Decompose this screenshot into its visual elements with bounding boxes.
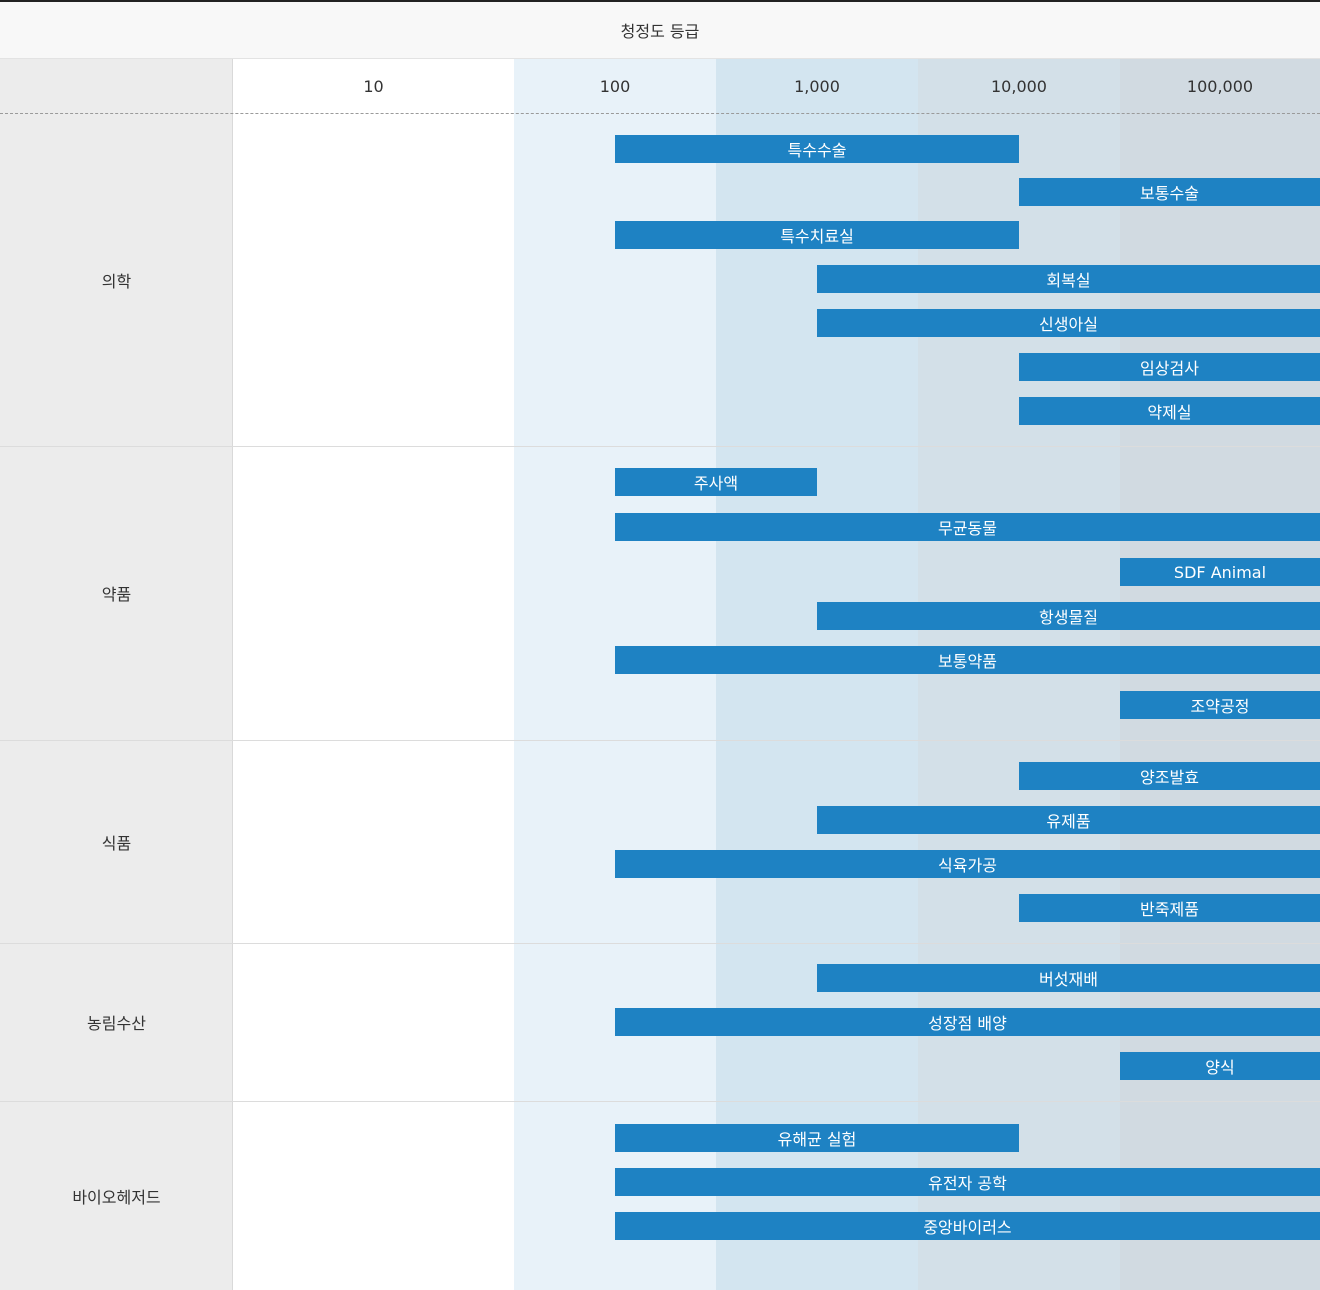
group-label: 의학	[101, 272, 132, 291]
range-bar: 유해균 실험	[615, 1124, 1019, 1152]
tick-label: 10	[363, 77, 384, 96]
range-bar: 항생물질	[817, 602, 1320, 630]
group-divider	[0, 1101, 1320, 1102]
range-bar: 성장점 배양	[615, 1008, 1320, 1036]
grade-band-1	[514, 59, 716, 1290]
range-bar: 식육가공	[615, 850, 1320, 878]
range-bar: 양조발효	[1019, 762, 1320, 790]
group-divider	[0, 446, 1320, 447]
range-bar: 신생아실	[817, 309, 1320, 337]
range-bar: 특수수술	[615, 135, 1019, 163]
group-label: 바이오헤저드	[72, 1187, 161, 1207]
range-bar: 조약공정	[1120, 691, 1320, 719]
range-bar: 무균동물	[615, 513, 1320, 541]
header-divider	[0, 113, 1320, 114]
range-bar: 임상검사	[1019, 353, 1320, 381]
chart-title: 청정도 등급	[0, 2, 1320, 59]
group-divider	[0, 740, 1320, 741]
range-bar: 버섯재배	[817, 964, 1320, 992]
grade-band-3	[918, 59, 1120, 1290]
top-border	[0, 0, 1320, 2]
group-label: 약품	[101, 585, 132, 604]
range-bar: 약제실	[1019, 397, 1320, 425]
range-bar: 특수치료실	[615, 221, 1019, 249]
group-label: 농림수산	[87, 1014, 146, 1033]
grade-band-4	[1120, 59, 1320, 1290]
group-divider	[0, 943, 1320, 944]
grade-band-0	[233, 59, 514, 1290]
range-bar: 주사액	[615, 468, 817, 496]
range-bar: 유전자 공학	[615, 1168, 1320, 1196]
range-bar: 보통수술	[1019, 178, 1320, 206]
tick-label: 100	[599, 77, 631, 96]
range-bar: 보통약품	[615, 646, 1320, 674]
category-column	[0, 59, 233, 1290]
group-label: 식품	[101, 833, 132, 853]
range-bar: 회복실	[817, 265, 1320, 293]
grade-band-2	[716, 59, 918, 1290]
range-bar: 중앙바이러스	[615, 1212, 1320, 1240]
range-bar: SDF Animal	[1120, 558, 1320, 586]
range-bar: 양식	[1120, 1052, 1320, 1080]
tick-label: 1,000	[794, 77, 840, 96]
tick-label: 100,000	[1186, 77, 1254, 96]
range-bar: 반죽제품	[1019, 894, 1320, 922]
range-bar: 유제품	[817, 806, 1320, 834]
tick-label: 10,000	[991, 77, 1047, 96]
